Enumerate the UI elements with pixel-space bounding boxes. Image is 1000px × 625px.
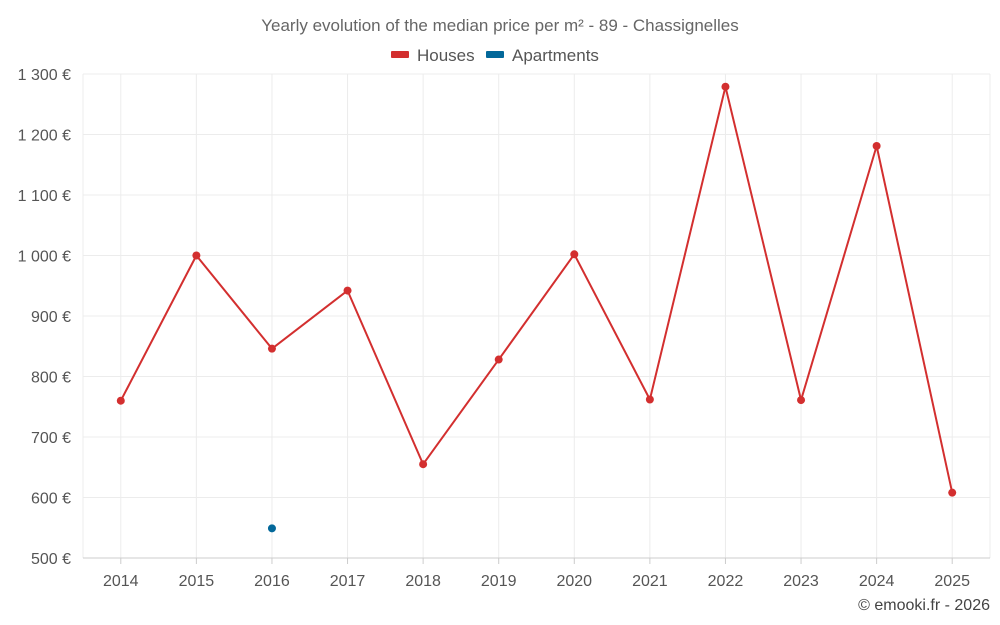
x-tick-label: 2014 (103, 573, 139, 590)
x-tick-label: 2017 (330, 573, 366, 590)
x-tick-label: 2018 (405, 573, 441, 590)
x-axis-ticks: 2014 2015 2016 2017 2018 2019 2020 2021 2022 2023… (103, 558, 970, 590)
legend-item-houses[interactable]: Houses (391, 46, 475, 65)
data-point-houses-2020[interactable] (570, 250, 579, 259)
y-tick-label: 1 100 € (18, 188, 71, 205)
x-tick-label: 2019 (481, 573, 517, 590)
x-tick-label: 2016 (254, 573, 290, 590)
y-axis-ticks: 500 € 600 € 700 € 800 € 900 € 1 000 € 1 100 € 1… (18, 67, 71, 568)
series-line-houses (119, 85, 954, 493)
y-tick-label: 600 € (31, 491, 71, 508)
x-tick-label: 2020 (556, 573, 592, 590)
data-point-houses-2017[interactable] (343, 286, 352, 295)
legend-label-houses: Houses (417, 46, 475, 65)
legend-item-apartments[interactable]: Apartments (486, 46, 599, 65)
legend-swatch-apartments (486, 51, 504, 58)
legend-label-apartments: Apartments (512, 46, 599, 65)
legend: Houses Apartments (391, 46, 599, 65)
y-tick-label: 900 € (31, 309, 71, 326)
chart-title: Yearly evolution of the median price per… (261, 16, 739, 35)
data-point-apartments-2016[interactable] (267, 524, 276, 533)
data-point-houses-2018[interactable] (419, 460, 428, 469)
y-tick-label: 1 200 € (18, 128, 71, 145)
data-point-houses-2015[interactable] (192, 251, 201, 260)
data-point-houses-2019[interactable] (494, 355, 503, 364)
y-tick-label: 1 000 € (18, 249, 71, 266)
y-tick-label: 500 € (31, 551, 71, 568)
grid (82, 73, 991, 558)
data-point-houses-2023[interactable] (797, 396, 806, 405)
x-tick-label: 2021 (632, 573, 668, 590)
legend-swatch-houses (391, 51, 409, 58)
data-point-houses-2016[interactable] (267, 344, 276, 353)
x-tick-label: 2022 (708, 573, 744, 590)
x-tick-label: 2023 (783, 573, 819, 590)
credit: © emooki.fr - 2026 (858, 597, 990, 614)
y-tick-label: 700 € (31, 430, 71, 447)
x-tick-label: 2015 (179, 573, 215, 590)
y-tick-label: 800 € (31, 370, 71, 387)
x-tick-label: 2024 (859, 573, 895, 590)
series-layer (116, 82, 957, 533)
data-point-houses-2022[interactable] (721, 82, 730, 91)
data-point-houses-2024[interactable] (872, 141, 881, 150)
y-tick-label: 1 300 € (18, 67, 71, 84)
data-point-houses-2014[interactable] (116, 396, 125, 405)
x-tick-label: 2025 (934, 573, 970, 590)
data-point-houses-2021[interactable] (645, 395, 654, 404)
data-point-houses-2025[interactable] (948, 488, 957, 497)
